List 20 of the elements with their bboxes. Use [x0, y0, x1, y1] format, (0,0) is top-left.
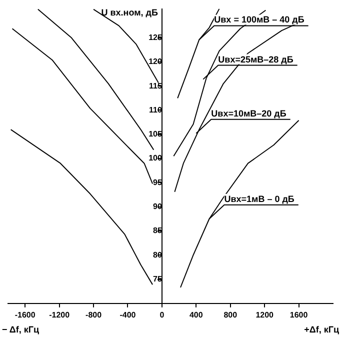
x-tick-label: 400 — [189, 310, 204, 320]
annotation: Uвх=25мВ–28 дБ — [218, 54, 294, 64]
x-tick-label: 0 — [160, 310, 165, 320]
x-tick-label: -400 — [120, 310, 136, 320]
x-tick-label: -800 — [86, 310, 102, 320]
annotation: Uвх=1мВ – 0 дБ — [224, 194, 295, 204]
text: +Δf, кГц — [304, 324, 340, 334]
annotation: Uвх=10мВ–20 дБ — [211, 108, 287, 118]
x-tick-label: 1200 — [256, 310, 274, 320]
y-tick-label: 75 — [153, 274, 162, 284]
annotation: Uвх = 100мВ – 40 дБ — [214, 14, 305, 25]
y-tick-label: 105 — [148, 130, 162, 139]
text: − Δf, кГц — [2, 324, 40, 334]
x-tick-label: -1600 — [14, 310, 36, 320]
x-tick-label: 800 — [224, 310, 238, 320]
y-tick-label: 85 — [153, 226, 162, 236]
x-tick-label: 1600 — [290, 310, 308, 320]
x-tick-label: -1200 — [49, 310, 70, 320]
y-tick-label: 125 — [148, 32, 162, 42]
y-axis-title: U вх.ном, дБ — [101, 7, 158, 18]
